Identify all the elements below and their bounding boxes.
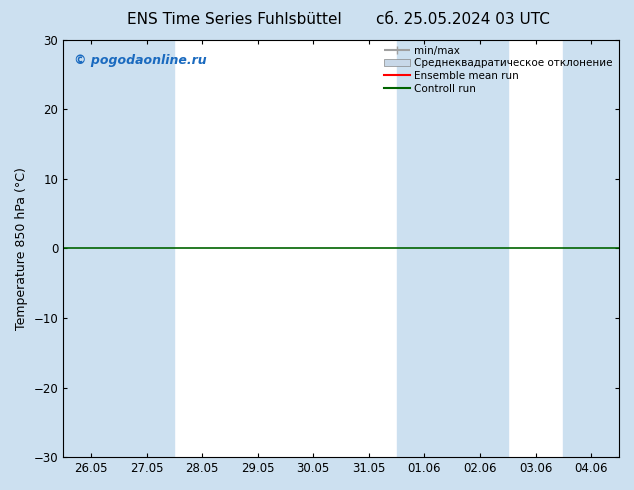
Y-axis label: Temperature 850 hPa (°C): Temperature 850 hPa (°C) [15,167,28,330]
Bar [63,40,119,457]
Bar [564,40,619,457]
Bar [452,40,508,457]
Text: сб. 25.05.2024 03 UTC: сб. 25.05.2024 03 UTC [376,12,550,27]
Text: ENS Time Series Fuhlsbüttel: ENS Time Series Fuhlsbüttel [127,12,342,27]
Text: © pogodaonline.ru: © pogodaonline.ru [74,54,207,67]
Bar [397,40,452,457]
Legend: min/max, Среднеквадратическое отклонение, Ensemble mean run, Controll run: min/max, Среднеквадратическое отклонение… [381,43,616,97]
Bar [119,40,174,457]
